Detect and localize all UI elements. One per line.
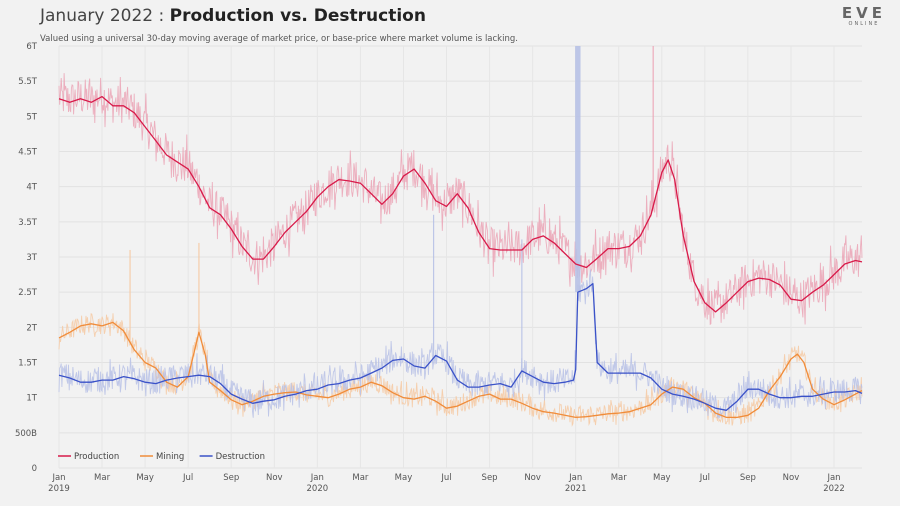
x-tick-label: Jan — [568, 473, 582, 483]
chart-subtitle: Valued using a universal 30-day moving a… — [40, 34, 518, 44]
x-tick-label: Nov — [266, 473, 283, 483]
y-tick-label: 5.5T — [18, 77, 38, 87]
x-tick-label: May — [653, 473, 671, 483]
series-line-mining — [58, 321, 863, 419]
chart-title-main: Production vs. Destruction — [169, 6, 426, 26]
y-tick-label: 3.5T — [18, 218, 38, 228]
y-tick-label: 0 — [32, 464, 37, 474]
chart-title-prefix: January 2022 : — [40, 6, 170, 26]
x-tick-label: Nov — [524, 473, 541, 483]
x-tick-label: May — [395, 473, 413, 483]
x-tick-year: 2020 — [307, 484, 329, 494]
chart-axes: 0 500B 1T 1.5T 2T 2.5T 3T 3.5T 4T 4.5T 5T 5.5T 6T Jan… — [15, 42, 845, 494]
x-tick-label: Nov — [783, 473, 800, 483]
chart-title: January 2022 : Production vs. Destructio… — [40, 6, 426, 26]
x-tick-label: Jul — [699, 473, 710, 483]
eve-online-logo: EVE ONLINE — [842, 5, 886, 27]
series-line-production — [58, 95, 863, 313]
x-tick-label: Jul — [182, 473, 193, 483]
y-tick-label: 5T — [26, 112, 37, 122]
x-tick-label: Mar — [94, 473, 111, 483]
x-tick-label: Jul — [440, 473, 451, 483]
y-tick-label: 2T — [26, 323, 37, 333]
chart-legend: Production Mining Destruction — [58, 452, 265, 462]
y-tick-label: 500B — [15, 429, 37, 439]
raw-line-destruction — [58, 269, 863, 420]
y-tick-label: 2.5T — [18, 288, 38, 298]
x-tick-label: Mar — [611, 473, 628, 483]
y-tick-label: 4.5T — [18, 148, 38, 158]
x-tick-label: Sep — [223, 473, 239, 483]
y-tick-label: 1.5T — [18, 359, 38, 369]
x-tick-label: May — [136, 473, 154, 483]
y-tick-label: 6T — [26, 42, 37, 52]
x-tick-label: Mar — [352, 473, 369, 483]
spike-mining — [129, 249, 131, 343]
y-tick-label: 1T — [26, 394, 37, 404]
chart-grid — [58, 45, 862, 469]
x-tick-label: Jan — [310, 473, 324, 483]
logo-online-text: ONLINE — [848, 21, 880, 27]
raw-line-mining — [58, 313, 863, 427]
spike-destruction — [521, 239, 523, 371]
x-tick-label: Sep — [482, 473, 498, 483]
y-tick-label: 4T — [26, 183, 37, 193]
x-tick-label: Sep — [740, 473, 756, 483]
y-tick-label: 3T — [26, 253, 37, 263]
raw-line-production — [58, 73, 863, 326]
x-tick-label: Jan — [826, 473, 840, 483]
x-tick-label: Jan — [51, 473, 65, 483]
legend-label-destruction: Destruction — [216, 452, 265, 462]
logo-eve-text: EVE — [841, 4, 886, 22]
legend-label-mining: Mining — [156, 452, 184, 462]
spike-destruction — [575, 46, 581, 293]
spike-destruction — [432, 214, 435, 358]
smoothed-series — [58, 95, 863, 419]
spike-production — [652, 46, 654, 207]
x-tick-year: 2019 — [48, 484, 70, 494]
spike-mining — [198, 242, 200, 333]
raw-daily-series — [58, 46, 863, 427]
x-tick-year: 2021 — [565, 484, 587, 494]
legend-label-production: Production — [74, 452, 119, 462]
x-tick-year: 2022 — [823, 484, 845, 494]
series-line-destruction — [58, 283, 863, 411]
